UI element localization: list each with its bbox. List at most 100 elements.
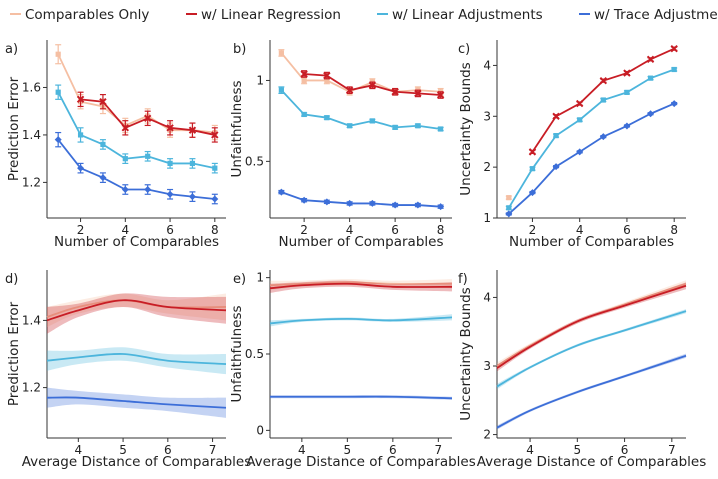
x-tick-label: 2 <box>300 223 308 237</box>
series-line <box>508 102 675 215</box>
series-comparables-only <box>505 195 512 201</box>
y-axis-title: Prediction Error <box>6 76 22 181</box>
data-point <box>99 174 107 182</box>
series-line <box>280 89 441 130</box>
data-point <box>623 69 631 77</box>
x-tick-label: 5 <box>574 443 582 457</box>
x-tick-label: 8 <box>670 223 678 237</box>
series-line <box>281 191 441 208</box>
series-w-trace-adjustment <box>54 131 219 205</box>
series-line <box>270 395 453 400</box>
chart-panel-b: b) 2 4 6 8 0.5 1 Number of Comparables Unfaithfu… <box>229 40 452 250</box>
data-point <box>392 124 398 130</box>
legend-label: w/ Linear Adjustments <box>392 7 543 23</box>
chart-panel-e: e) 4 5 6 7 0 0.5 1 Average Distance of Comparabl… <box>229 270 476 470</box>
confidence-band <box>497 353 686 430</box>
chart-panel-d: d) 4 5 6 7 1.2 1.4 Average Distance of Comparab… <box>5 270 251 470</box>
data-point <box>99 97 107 106</box>
x-tick-label: 7 <box>435 443 443 457</box>
legend-label: w/ Trace Adjustment <box>594 7 718 23</box>
y-tick-label: 3 <box>483 359 491 373</box>
data-point <box>436 91 445 99</box>
data-point <box>505 210 513 218</box>
x-tick-label: 2 <box>77 223 85 237</box>
series-line <box>46 299 227 322</box>
data-point <box>646 55 655 64</box>
y-tick-label: 0.5 <box>245 347 264 361</box>
series-w-linear-regression <box>46 293 227 334</box>
x-tick-label: 6 <box>621 443 629 457</box>
data-point <box>324 77 330 84</box>
series-line <box>57 53 215 134</box>
y-tick-label: 1.6 <box>22 80 41 94</box>
data-point <box>553 133 559 139</box>
x-tick-label: 6 <box>391 223 399 237</box>
data-point <box>506 205 512 211</box>
data-point <box>300 70 308 78</box>
data-point <box>670 44 678 53</box>
panel-letter: c) <box>458 42 470 57</box>
y-axis-title: Prediction Error <box>6 301 22 406</box>
data-point <box>623 122 631 130</box>
data-point <box>323 71 331 80</box>
data-point <box>76 95 85 104</box>
data-point <box>188 193 196 201</box>
data-point <box>278 87 284 93</box>
data-point <box>166 124 174 132</box>
x-tick-label: 7 <box>668 443 676 457</box>
series-w-trace-adjustment <box>505 100 678 218</box>
data-point <box>301 77 307 84</box>
y-tick-label: 4 <box>483 58 491 72</box>
data-point <box>506 195 512 201</box>
data-point <box>347 123 353 129</box>
data-point <box>528 189 536 197</box>
series-w-linear-adjustments <box>55 84 218 174</box>
data-point <box>300 196 308 204</box>
data-point <box>552 112 560 120</box>
data-point <box>167 160 173 167</box>
data-point <box>670 100 678 108</box>
series-w-trace-adjustment <box>277 188 445 211</box>
x-tick-label: 5 <box>119 443 127 457</box>
panel-letter: e) <box>233 272 246 287</box>
x-tick-label: 5 <box>344 443 352 457</box>
legend-item: w/ Linear Regression <box>186 7 341 23</box>
y-tick-label: 1.2 <box>22 175 41 189</box>
data-point <box>121 124 130 132</box>
x-tick-label: 4 <box>526 443 534 457</box>
x-tick-label: 6 <box>389 443 397 457</box>
data-point <box>346 199 354 207</box>
y-tick-label: 2 <box>483 160 491 174</box>
series-line <box>269 282 453 290</box>
x-tick-label: 8 <box>437 223 445 237</box>
data-point <box>301 111 307 118</box>
data-point <box>189 160 196 167</box>
series-line <box>46 353 227 365</box>
series-w-trace-adjustment <box>496 353 687 430</box>
data-point <box>55 89 61 95</box>
series-w-linear-adjustments <box>269 314 453 327</box>
data-point <box>647 110 655 118</box>
x-axis-title: Number of Comparables <box>279 234 444 250</box>
data-point <box>77 132 84 138</box>
x-tick-label: 7 <box>209 443 217 457</box>
series-line <box>57 91 215 170</box>
data-point <box>188 126 197 134</box>
series-line <box>269 316 453 325</box>
chart-panel-a: a) 2 4 6 8 1.2 1.4 1.6 Number of Comparables Pred… <box>5 40 226 250</box>
confidence-band <box>47 293 226 334</box>
y-tick-label: 1 <box>256 271 264 285</box>
data-point <box>528 148 537 156</box>
confidence-band <box>47 347 226 375</box>
data-point <box>576 148 584 156</box>
x-tick-label: 4 <box>346 223 354 237</box>
data-point <box>529 166 536 172</box>
data-point <box>324 115 330 121</box>
series-w-linear-adjustments <box>505 66 678 211</box>
data-point <box>277 188 285 196</box>
data-point <box>671 66 677 73</box>
x-tick-label: 4 <box>576 223 584 237</box>
data-point <box>391 201 399 209</box>
